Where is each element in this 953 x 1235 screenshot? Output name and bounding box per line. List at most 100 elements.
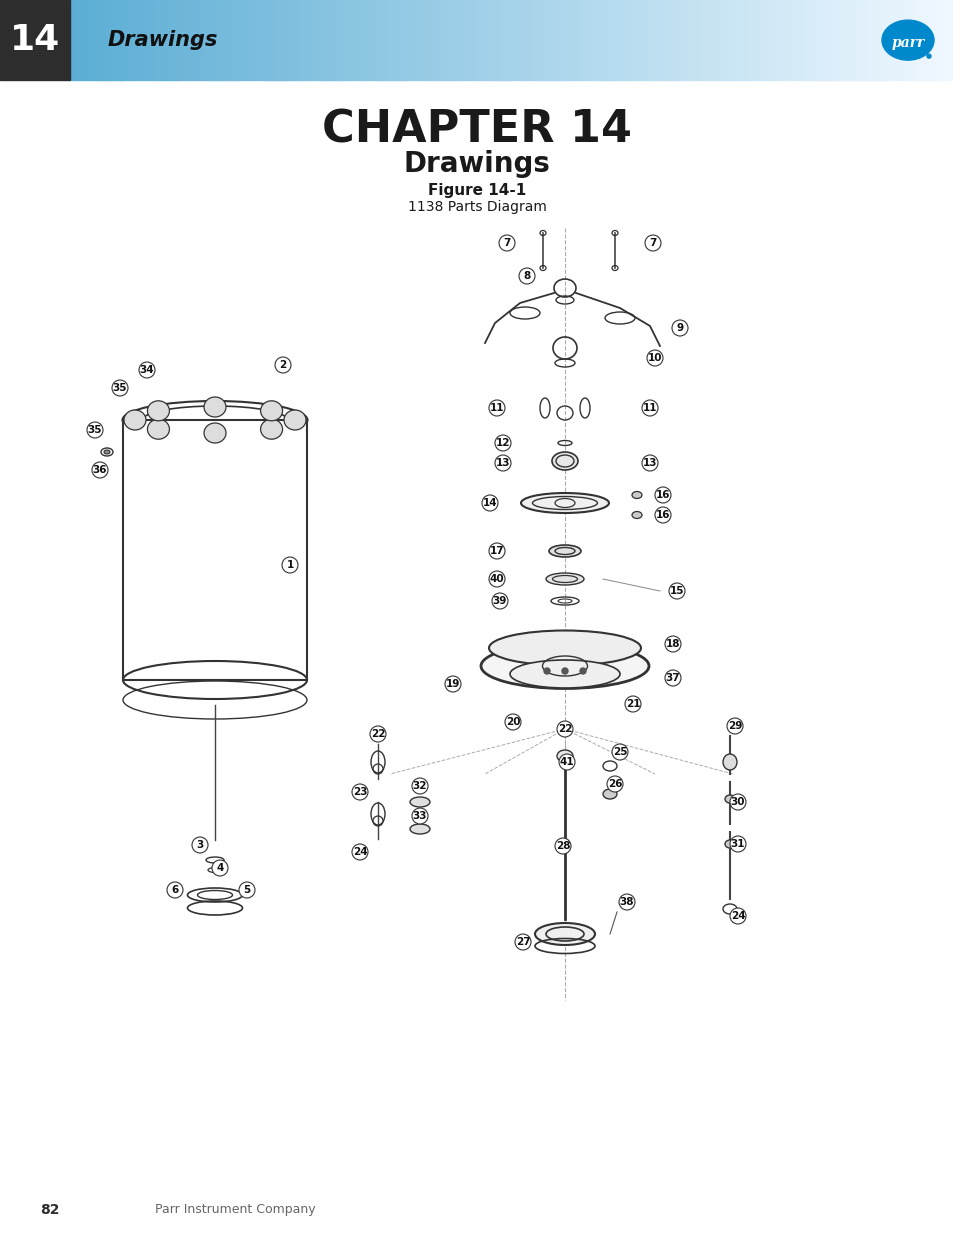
Bar: [396, 0, 400, 80]
Bar: [541, 0, 544, 80]
Text: 20: 20: [505, 718, 519, 727]
Ellipse shape: [260, 401, 282, 421]
Circle shape: [729, 908, 745, 924]
Ellipse shape: [631, 492, 641, 499]
Bar: [912, 0, 915, 80]
Bar: [261, 0, 265, 80]
Bar: [741, 0, 744, 80]
Bar: [509, 0, 512, 80]
Bar: [567, 0, 571, 80]
Circle shape: [641, 400, 658, 416]
Bar: [812, 0, 815, 80]
Bar: [506, 0, 509, 80]
Bar: [91, 0, 94, 80]
Text: 23: 23: [353, 787, 367, 797]
Text: 21: 21: [625, 699, 639, 709]
Circle shape: [561, 668, 567, 674]
Bar: [944, 0, 947, 80]
Bar: [909, 0, 912, 80]
Bar: [144, 0, 147, 80]
Circle shape: [641, 454, 658, 471]
Bar: [282, 0, 285, 80]
Ellipse shape: [552, 452, 578, 471]
Bar: [891, 0, 895, 80]
Text: 27: 27: [516, 937, 530, 947]
Bar: [874, 0, 877, 80]
Bar: [456, 0, 459, 80]
Text: 7: 7: [649, 238, 656, 248]
Bar: [294, 0, 297, 80]
Bar: [132, 0, 135, 80]
Bar: [939, 0, 942, 80]
Text: 2: 2: [279, 359, 286, 370]
Bar: [409, 0, 412, 80]
Bar: [141, 0, 144, 80]
Bar: [609, 0, 612, 80]
Circle shape: [543, 668, 550, 674]
Bar: [85, 0, 88, 80]
Bar: [720, 0, 724, 80]
Circle shape: [87, 422, 103, 438]
Bar: [374, 0, 376, 80]
Bar: [329, 0, 333, 80]
Ellipse shape: [520, 493, 608, 513]
Circle shape: [498, 235, 515, 251]
Bar: [667, 0, 671, 80]
Bar: [367, 0, 371, 80]
Text: 8: 8: [523, 270, 530, 282]
Bar: [335, 0, 338, 80]
Bar: [332, 0, 335, 80]
Bar: [79, 0, 82, 80]
Bar: [370, 0, 374, 80]
Bar: [479, 0, 482, 80]
Bar: [515, 0, 517, 80]
Bar: [626, 0, 630, 80]
Bar: [639, 0, 641, 80]
Bar: [942, 0, 944, 80]
Bar: [499, 0, 503, 80]
Text: 14: 14: [10, 23, 60, 57]
Bar: [862, 0, 865, 80]
Bar: [529, 0, 533, 80]
Bar: [679, 0, 682, 80]
Circle shape: [139, 362, 154, 378]
Text: 5: 5: [243, 885, 251, 895]
Bar: [885, 0, 889, 80]
Bar: [299, 0, 303, 80]
Bar: [726, 0, 730, 80]
Bar: [182, 0, 185, 80]
Bar: [353, 0, 356, 80]
Bar: [623, 0, 627, 80]
Bar: [291, 0, 294, 80]
Bar: [702, 0, 706, 80]
Bar: [685, 0, 689, 80]
Circle shape: [495, 454, 511, 471]
Bar: [217, 0, 220, 80]
Bar: [537, 0, 541, 80]
Bar: [482, 0, 485, 80]
Bar: [253, 0, 255, 80]
Bar: [264, 0, 268, 80]
Text: 10: 10: [647, 353, 661, 363]
Bar: [612, 0, 615, 80]
Bar: [821, 0, 824, 80]
Circle shape: [926, 54, 930, 58]
Text: 7: 7: [503, 238, 510, 248]
Ellipse shape: [104, 450, 110, 454]
Ellipse shape: [510, 659, 619, 688]
Bar: [632, 0, 636, 80]
Bar: [841, 0, 844, 80]
Text: parr: parr: [890, 36, 923, 51]
Text: 15: 15: [669, 585, 683, 597]
Bar: [697, 0, 700, 80]
Bar: [947, 0, 950, 80]
Bar: [474, 0, 476, 80]
Text: 31: 31: [730, 839, 744, 848]
Bar: [579, 0, 582, 80]
Ellipse shape: [410, 824, 430, 834]
Bar: [412, 0, 415, 80]
Bar: [464, 0, 468, 80]
Bar: [877, 0, 880, 80]
Bar: [553, 0, 557, 80]
Bar: [458, 0, 462, 80]
